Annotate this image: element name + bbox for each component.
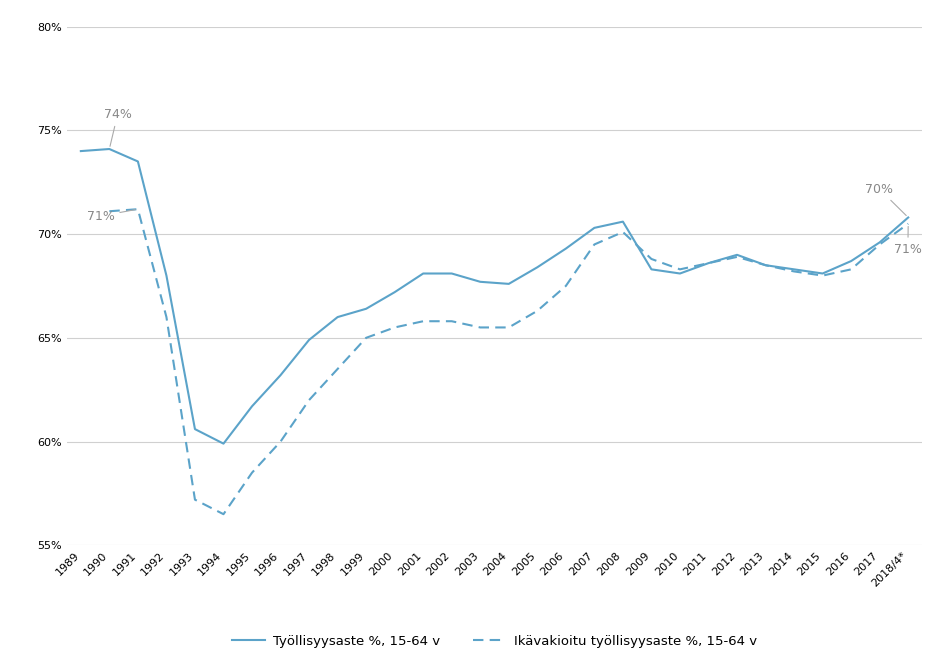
Ikävakioitu työllisyysaste %, 15-64 v <box>503 323 514 331</box>
Ikävakioitu työllisyysaste %, 15-64 v <box>104 207 115 215</box>
Ikävakioitu työllisyysaste %, 15-64 v <box>360 334 372 342</box>
Työllisyysaste %, 15-64 v <box>246 402 258 410</box>
Työllisyysaste %, 15-64 v <box>874 238 885 246</box>
Ikävakioitu työllisyysaste %, 15-64 v <box>389 323 400 331</box>
Ikävakioitu työllisyysaste %, 15-64 v <box>246 469 258 477</box>
Ikävakioitu työllisyysaste %, 15-64 v <box>532 307 543 315</box>
Line: Ikävakioitu työllisyysaste %, 15-64 v: Ikävakioitu työllisyysaste %, 15-64 v <box>109 209 908 514</box>
Ikävakioitu työllisyysaste %, 15-64 v <box>703 259 714 267</box>
Text: 71%: 71% <box>894 227 922 256</box>
Työllisyysaste %, 15-64 v <box>275 371 286 379</box>
Ikävakioitu työllisyysaste %, 15-64 v <box>760 261 771 269</box>
Ikävakioitu työllisyysaste %, 15-64 v <box>446 317 457 325</box>
Työllisyysaste %, 15-64 v <box>475 278 486 286</box>
Ikävakioitu työllisyysaste %, 15-64 v <box>646 255 657 263</box>
Text: 71%: 71% <box>87 209 135 223</box>
Työllisyysaste %, 15-64 v <box>218 440 229 448</box>
Työllisyysaste %, 15-64 v <box>674 269 686 277</box>
Ikävakioitu työllisyysaste %, 15-64 v <box>617 228 629 236</box>
Ikävakioitu työllisyysaste %, 15-64 v <box>845 265 857 273</box>
Työllisyysaste %, 15-64 v <box>503 280 514 288</box>
Työllisyysaste %, 15-64 v <box>303 336 315 344</box>
Työllisyysaste %, 15-64 v <box>417 269 429 277</box>
Ikävakioitu työllisyysaste %, 15-64 v <box>674 265 686 273</box>
Legend: Työllisyysaste %, 15-64 v, Ikävakioitu työllisyysaste %, 15-64 v: Työllisyysaste %, 15-64 v, Ikävakioitu t… <box>226 629 763 653</box>
Työllisyysaste %, 15-64 v <box>760 261 771 269</box>
Työllisyysaste %, 15-64 v <box>532 263 543 271</box>
Ikävakioitu työllisyysaste %, 15-64 v <box>417 317 429 325</box>
Ikävakioitu työllisyysaste %, 15-64 v <box>788 267 800 275</box>
Työllisyysaste %, 15-64 v <box>845 257 857 265</box>
Työllisyysaste %, 15-64 v <box>332 313 343 321</box>
Työllisyysaste %, 15-64 v <box>617 217 629 225</box>
Työllisyysaste %, 15-64 v <box>132 158 144 166</box>
Ikävakioitu työllisyysaste %, 15-64 v <box>817 271 828 279</box>
Ikävakioitu työllisyysaste %, 15-64 v <box>132 205 144 213</box>
Työllisyysaste %, 15-64 v <box>646 265 657 273</box>
Ikävakioitu työllisyysaste %, 15-64 v <box>560 282 572 290</box>
Työllisyysaste %, 15-64 v <box>560 245 572 253</box>
Työllisyysaste %, 15-64 v <box>360 305 372 313</box>
Työllisyysaste %, 15-64 v <box>75 147 87 155</box>
Ikävakioitu työllisyysaste %, 15-64 v <box>189 495 201 503</box>
Työllisyysaste %, 15-64 v <box>389 288 400 296</box>
Ikävakioitu työllisyysaste %, 15-64 v <box>874 241 885 249</box>
Text: 74%: 74% <box>104 108 131 146</box>
Työllisyysaste %, 15-64 v <box>703 259 714 267</box>
Ikävakioitu työllisyysaste %, 15-64 v <box>218 510 229 518</box>
Ikävakioitu työllisyysaste %, 15-64 v <box>475 323 486 331</box>
Työllisyysaste %, 15-64 v <box>902 213 914 221</box>
Työllisyysaste %, 15-64 v <box>189 425 201 433</box>
Ikävakioitu työllisyysaste %, 15-64 v <box>275 438 286 446</box>
Työllisyysaste %, 15-64 v <box>589 224 600 232</box>
Työllisyysaste %, 15-64 v <box>817 269 828 277</box>
Työllisyysaste %, 15-64 v <box>161 271 172 279</box>
Text: 70%: 70% <box>865 183 906 215</box>
Ikävakioitu työllisyysaste %, 15-64 v <box>161 313 172 321</box>
Line: Työllisyysaste %, 15-64 v: Työllisyysaste %, 15-64 v <box>81 149 908 444</box>
Työllisyysaste %, 15-64 v <box>446 269 457 277</box>
Ikävakioitu työllisyysaste %, 15-64 v <box>589 241 600 249</box>
Ikävakioitu työllisyysaste %, 15-64 v <box>303 396 315 404</box>
Työllisyysaste %, 15-64 v <box>104 145 115 153</box>
Ikävakioitu työllisyysaste %, 15-64 v <box>902 219 914 227</box>
Työllisyysaste %, 15-64 v <box>731 251 743 259</box>
Ikävakioitu työllisyysaste %, 15-64 v <box>731 253 743 261</box>
Ikävakioitu työllisyysaste %, 15-64 v <box>332 365 343 373</box>
Työllisyysaste %, 15-64 v <box>788 265 800 273</box>
